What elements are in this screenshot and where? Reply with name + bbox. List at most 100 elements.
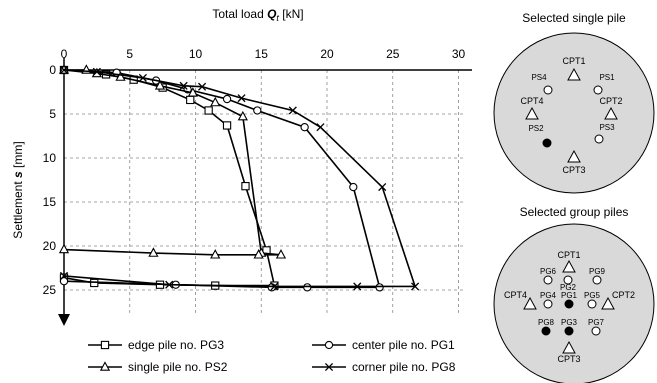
- pile-pg8: PG8: [538, 318, 555, 336]
- legend-label: center pile no. PG1: [352, 338, 455, 352]
- x-axis-label-subscript: t: [276, 13, 279, 23]
- pile-pg2: PG2: [560, 275, 577, 292]
- series-line: [63, 69, 417, 288]
- x-tick-label: 0: [61, 47, 68, 61]
- pile-open: [592, 275, 602, 285]
- pile-label: PS4: [531, 73, 547, 82]
- pile-open: [594, 134, 604, 144]
- pile-ps2: PS2: [528, 124, 552, 148]
- legend-marker: [324, 340, 334, 350]
- pile-pg4: PG4: [540, 291, 557, 309]
- data-point: [138, 73, 147, 82]
- cross-stroke: [138, 73, 147, 82]
- x-tick-label: 20: [320, 47, 334, 61]
- pile-cpt1: CPT1: [562, 56, 586, 81]
- single-pile-layout: PS4 PS1 PS2 PS3 CPT1 CPT2 CPT3 CPT4: [520, 56, 622, 175]
- pile-label: PG3: [561, 318, 578, 327]
- data-point: [115, 71, 126, 81]
- data-point: [316, 123, 325, 132]
- series-circle: [59, 65, 384, 292]
- pile-label: PS2: [528, 124, 544, 133]
- pile-label: PG7: [588, 318, 605, 327]
- pile-cpt2: CPT2: [601, 290, 635, 310]
- single-pile-title: Selected single pile: [522, 11, 626, 25]
- cross-stroke: [378, 182, 387, 192]
- data-point: [349, 182, 358, 192]
- data-point: [165, 280, 174, 289]
- series-line: [63, 69, 282, 256]
- pile-label: PS3: [599, 123, 615, 132]
- x-tick-label: 25: [386, 47, 400, 61]
- data-point: [378, 182, 387, 192]
- pile-cpt4: CPT4: [504, 290, 537, 310]
- cross-stroke: [324, 362, 334, 372]
- pile-label: PG5: [584, 291, 601, 300]
- x-axis-label-main: Total load: [212, 7, 267, 21]
- data-point: [353, 282, 362, 291]
- cross-stroke: [353, 282, 362, 291]
- x-axis-label-unit: [kN]: [279, 7, 304, 21]
- y-axis-label-unit: [mm]: [11, 141, 25, 171]
- data-point: [275, 249, 287, 259]
- data-point: [154, 80, 166, 90]
- pile-ps1: PS1: [593, 73, 615, 95]
- y-axis-label-main: Settlement: [11, 178, 25, 239]
- data-point: [179, 81, 188, 90]
- data-point: [253, 249, 264, 259]
- pile-filled: [542, 138, 552, 148]
- pile-label: PG4: [540, 291, 557, 300]
- series-layer: [58, 64, 420, 292]
- y-tick-label: 25: [43, 283, 57, 297]
- legend-entry: edge pile no. PG3: [88, 338, 224, 352]
- pile-pg3: PG3: [561, 318, 578, 336]
- cpt-triangle: [523, 296, 537, 310]
- pile-pg1: PG1: [561, 291, 578, 309]
- pile-pg6: PG6: [540, 267, 557, 285]
- data-point: [222, 121, 232, 130]
- pile-filled: [564, 326, 574, 336]
- pile-open: [591, 326, 601, 336]
- data-point: [411, 282, 420, 291]
- y-tick-labels: 0 5 10 15 20 25: [43, 63, 57, 297]
- data-point: [210, 249, 221, 259]
- pile-label: CPT4: [520, 96, 543, 106]
- pile-cpt2: CPT2: [599, 96, 623, 120]
- pile-open: [543, 299, 553, 309]
- cpt-triangle: [567, 67, 581, 81]
- y-tick-label: 10: [43, 151, 57, 165]
- y-tick-label: 5: [49, 107, 56, 121]
- cpt-triangle: [525, 106, 539, 120]
- x-tick-label: 30: [452, 47, 466, 61]
- data-point: [59, 65, 69, 75]
- data-point: [210, 96, 221, 107]
- cpt-triangle: [604, 106, 618, 120]
- pile-label: CPT3: [562, 165, 585, 175]
- cross-stroke: [59, 271, 69, 280]
- legend-marker: [99, 361, 111, 371]
- pile-label: CPT2: [599, 96, 622, 106]
- data-point: [59, 277, 69, 286]
- group-pile-circle: [493, 223, 655, 383]
- pile-open: [543, 85, 553, 95]
- x-tick-labels: 0 5 10 15 20 25 30: [61, 47, 466, 61]
- pile-open: [543, 275, 553, 285]
- pile-pg9: PG9: [589, 267, 606, 285]
- pile-label: PG2: [560, 283, 577, 292]
- pile-label: CPT3: [557, 354, 580, 364]
- x-tick-label: 5: [126, 47, 133, 61]
- x-tick-label: 10: [189, 47, 203, 61]
- pile-open: [563, 275, 573, 285]
- x-tick-label: 15: [255, 47, 269, 61]
- grid-lines: [64, 70, 464, 313]
- legend-label: corner pile no. PG8: [352, 360, 456, 374]
- cross-stroke: [198, 82, 207, 91]
- pile-open: [587, 299, 597, 309]
- cpt-triangle: [567, 149, 581, 163]
- cross-stroke: [288, 106, 297, 115]
- data-point: [59, 271, 69, 280]
- pile-label: PG1: [561, 291, 578, 300]
- data-point: [241, 182, 250, 191]
- cpt-triangle: [562, 340, 576, 354]
- data-point: [58, 243, 70, 254]
